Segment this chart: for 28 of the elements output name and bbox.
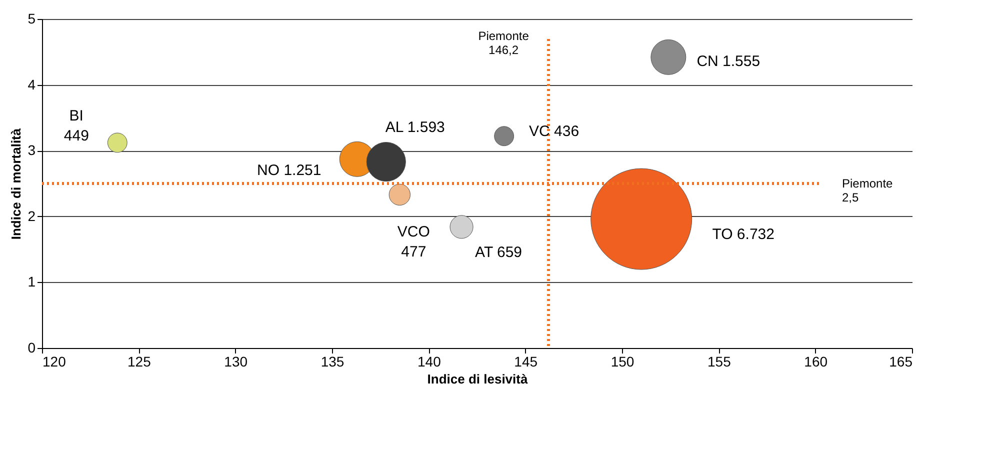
- x-tick-label: 155: [707, 354, 732, 370]
- x-tick-label: 160: [804, 354, 828, 370]
- x-tick-label: 130: [224, 354, 248, 370]
- data-label: AL 1.593: [385, 118, 445, 136]
- y-tick-label: 2: [28, 208, 36, 224]
- data-label: NO 1.251: [257, 162, 322, 180]
- data-label: TO 6.732: [712, 226, 774, 244]
- x-tick-label: 145: [514, 354, 538, 370]
- data-label: CN 1.555: [696, 53, 760, 70]
- ref-line-label: Piemonte 2,5: [842, 176, 894, 204]
- x-axis-title: Indice di lesività: [427, 372, 528, 386]
- y-tick-label: 5: [28, 10, 36, 26]
- data-label: BI 449: [64, 108, 89, 145]
- y-tick-label: 4: [28, 76, 36, 92]
- data-label: VCO 477: [397, 224, 430, 261]
- x-tick-label: 135: [320, 354, 344, 370]
- ref-line-label: Piemonte 146,2: [478, 29, 530, 57]
- data-label: VC 436: [529, 123, 580, 140]
- x-tick-label: 150: [610, 354, 634, 370]
- y-tick-label: 0: [28, 340, 36, 356]
- y-axis-title: Indice di mortalità: [8, 128, 24, 240]
- x-tick-label: 125: [127, 354, 152, 370]
- y-tick-label: 3: [28, 142, 36, 158]
- x-tick-label: 120: [42, 354, 66, 370]
- y-tick-label: 1: [28, 274, 36, 290]
- x-tick-label: 165: [889, 354, 913, 370]
- x-tick-label: 140: [417, 354, 442, 370]
- data-label: AT 659: [475, 244, 522, 261]
